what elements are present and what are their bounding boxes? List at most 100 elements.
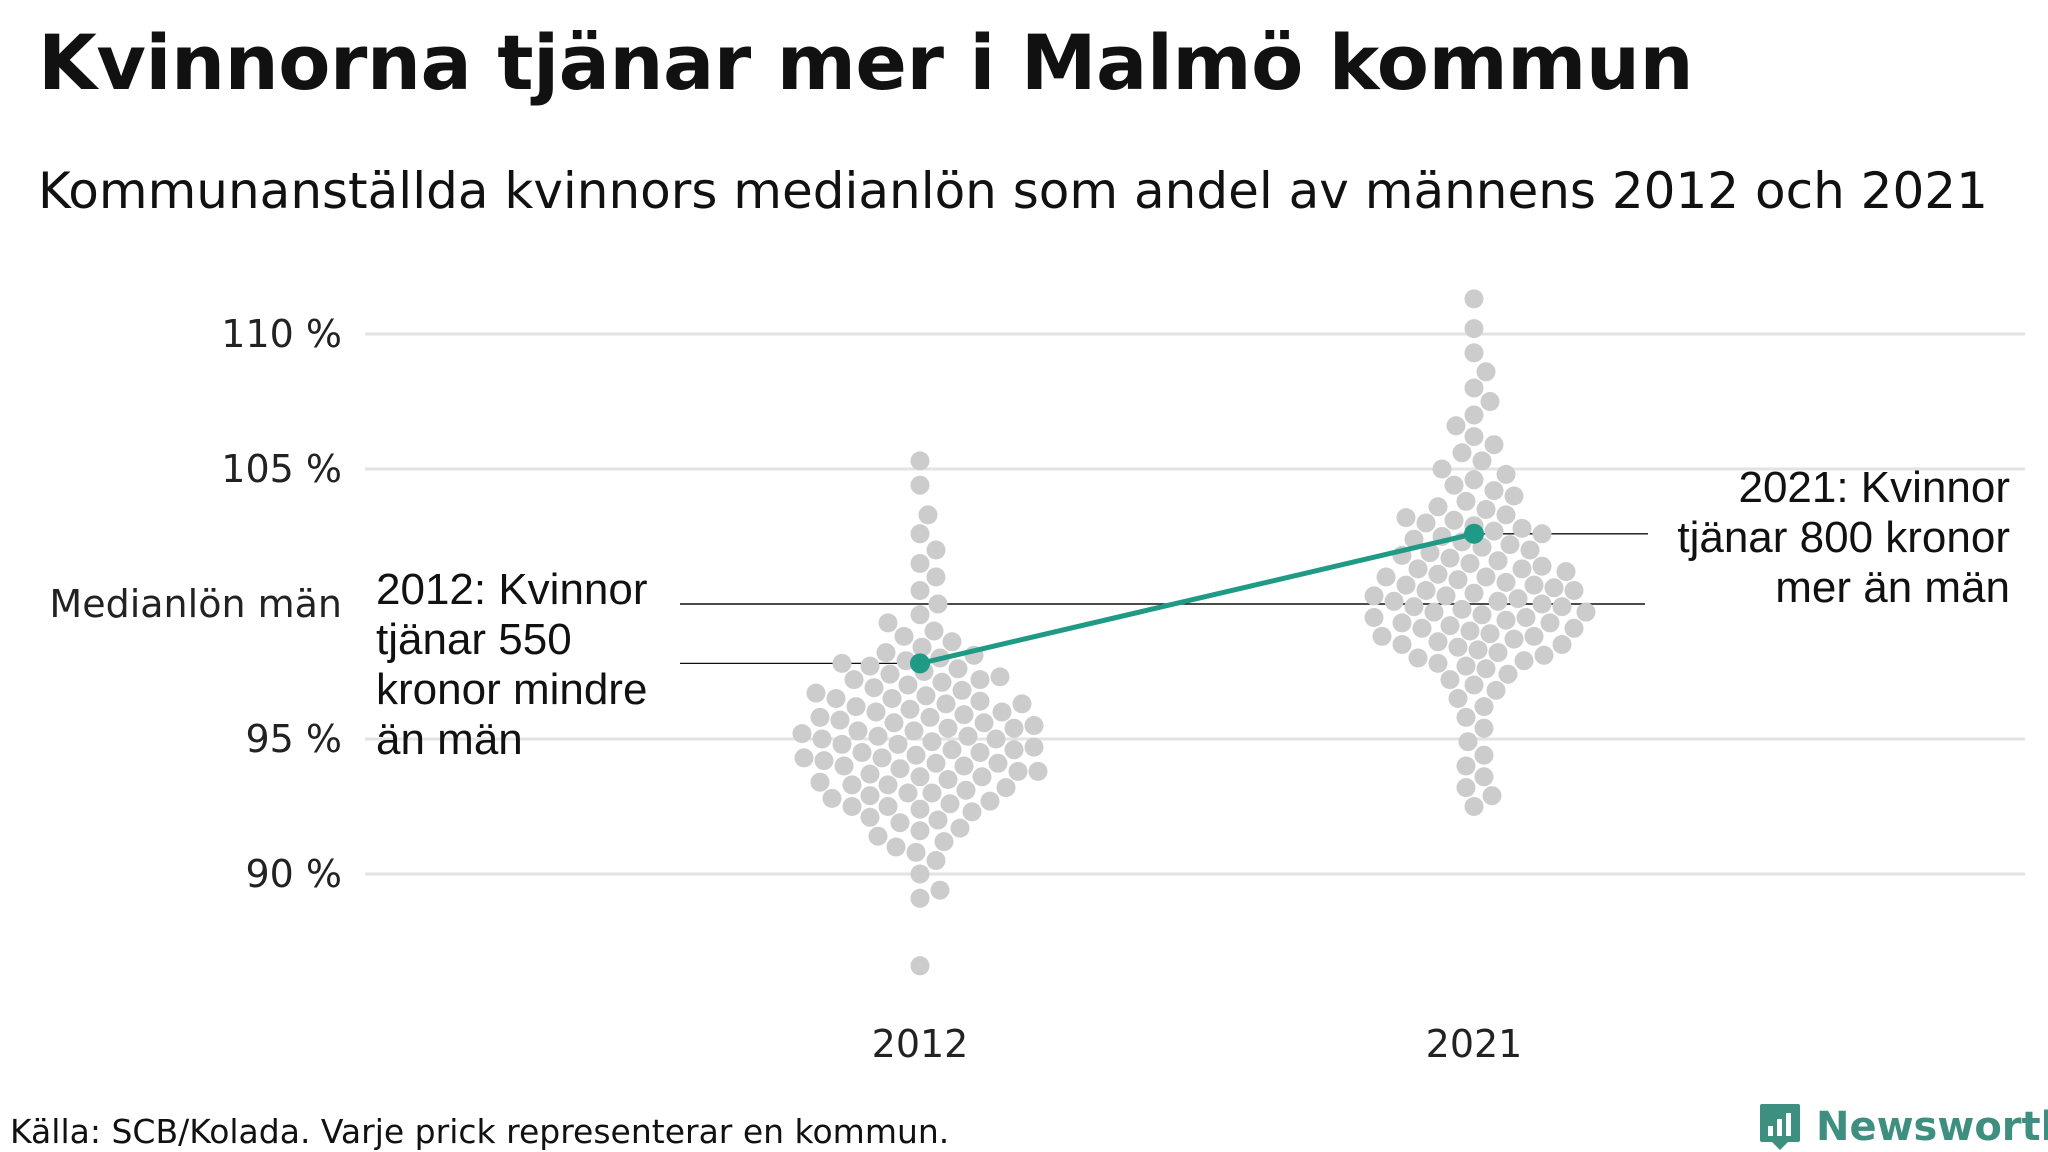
- municipality-dot: [1480, 624, 1500, 644]
- municipality-dot: [848, 721, 868, 741]
- municipality-dot: [972, 767, 992, 787]
- municipality-dot: [806, 683, 826, 703]
- malmo-trend-line: [919, 531, 1475, 666]
- municipality-dot: [1012, 694, 1032, 714]
- municipality-dot: [876, 643, 896, 663]
- y-tick-label: 105 %: [221, 447, 342, 491]
- municipality-dot: [932, 672, 952, 692]
- municipality-dot: [834, 756, 854, 776]
- municipality-dot: [890, 759, 910, 779]
- municipality-dot: [1412, 618, 1432, 638]
- municipality-dot: [898, 675, 918, 695]
- municipality-dot: [1464, 343, 1484, 363]
- municipality-dot: [890, 813, 910, 833]
- municipality-dot: [910, 524, 930, 544]
- municipality-dot: [1428, 497, 1448, 517]
- municipality-dot: [900, 699, 920, 719]
- municipality-dot: [1552, 635, 1572, 654]
- municipality-dot: [904, 721, 924, 741]
- municipality-dot: [930, 880, 950, 900]
- municipality-dot: [1364, 586, 1384, 606]
- municipality-dot: [990, 667, 1010, 687]
- municipality-dot: [1540, 613, 1560, 633]
- municipality-dot: [1364, 608, 1384, 627]
- municipality-dot: [958, 726, 978, 746]
- municipality-dot: [844, 670, 864, 690]
- annotation-2012-line: 2012: Kvinnor: [376, 565, 648, 614]
- municipality-dot: [1460, 621, 1480, 641]
- municipality-dot: [1564, 618, 1584, 638]
- municipality-dot: [1476, 362, 1496, 382]
- municipality-dot: [928, 810, 948, 830]
- municipality-dot: [954, 756, 974, 776]
- municipality-dot: [1498, 664, 1518, 684]
- municipality-dot: [1440, 670, 1460, 690]
- municipality-dot: [926, 753, 946, 773]
- municipality-dot: [974, 713, 994, 733]
- municipality-dot: [1448, 689, 1468, 708]
- municipality-dot: [1464, 405, 1484, 425]
- annotation-2021-line: tjänar 800 kronor: [1677, 513, 2010, 562]
- chart-labels: 90 % 95 % 105 % 110 % Medianlön män 2012 2021 2…: [49, 312, 2010, 1066]
- municipality-dot: [1448, 570, 1468, 590]
- municipality-dot: [1524, 626, 1544, 646]
- municipality-dot: [846, 697, 866, 717]
- municipality-dot: [926, 540, 946, 560]
- municipality-dot: [1008, 761, 1028, 781]
- municipality-dot: [878, 613, 898, 633]
- municipality-dot: [1488, 591, 1508, 611]
- municipality-dot: [1488, 551, 1508, 571]
- municipality-dot: [1456, 491, 1476, 511]
- annotation-2012-line: kronor mindre: [376, 665, 647, 714]
- municipality-dot: [1532, 524, 1552, 544]
- municipality-dot: [1448, 637, 1468, 657]
- municipality-dot: [1464, 319, 1484, 339]
- municipality-dot: [1416, 513, 1436, 533]
- municipality-dot: [1464, 797, 1484, 816]
- municipality-dot: [970, 743, 990, 762]
- municipality-dot: [1512, 518, 1532, 538]
- municipality-dot: [822, 788, 842, 808]
- municipality-dot: [996, 778, 1016, 798]
- municipality-dot: [986, 729, 1006, 749]
- municipality-dot: [1514, 651, 1534, 671]
- municipality-dot: [1436, 586, 1456, 606]
- municipality-dot: [1496, 610, 1516, 630]
- municipality-dot: [1372, 626, 1392, 646]
- municipality-dot: [888, 734, 908, 754]
- municipality-dot: [1484, 435, 1504, 455]
- municipality-dot: [1444, 510, 1464, 530]
- municipality-dot: [988, 753, 1008, 773]
- municipality-dot: [1396, 508, 1416, 528]
- municipality-dot: [1476, 567, 1496, 587]
- municipality-dot: [934, 832, 954, 852]
- municipality-dot: [1452, 443, 1472, 463]
- municipality-dot: [1524, 575, 1544, 595]
- municipality-dot: [938, 770, 958, 789]
- municipality-dot: [1440, 616, 1460, 636]
- municipality-dot: [864, 678, 884, 698]
- municipality-dot: [860, 764, 880, 784]
- municipality-dot: [810, 707, 830, 727]
- municipality-dot: [894, 626, 914, 646]
- municipality-dot: [1464, 675, 1484, 695]
- x-tick-label: 2012: [872, 1022, 969, 1066]
- municipality-dot: [1446, 416, 1466, 436]
- municipality-dot: [936, 694, 956, 714]
- municipality-dot: [878, 797, 898, 816]
- municipality-dot: [910, 956, 930, 976]
- municipality-dot: [1444, 475, 1464, 495]
- municipality-dot: [1004, 740, 1024, 760]
- municipality-dot: [922, 783, 942, 803]
- municipality-dot: [970, 691, 990, 711]
- municipality-dot: [1476, 500, 1496, 519]
- municipality-dot: [1504, 486, 1524, 506]
- municipality-dot: [1480, 392, 1500, 411]
- municipality-dot: [920, 707, 940, 727]
- municipality-dot: [910, 475, 930, 495]
- municipality-dot: [898, 783, 918, 803]
- municipality-dot: [1408, 559, 1428, 579]
- municipality-dot: [1384, 591, 1404, 611]
